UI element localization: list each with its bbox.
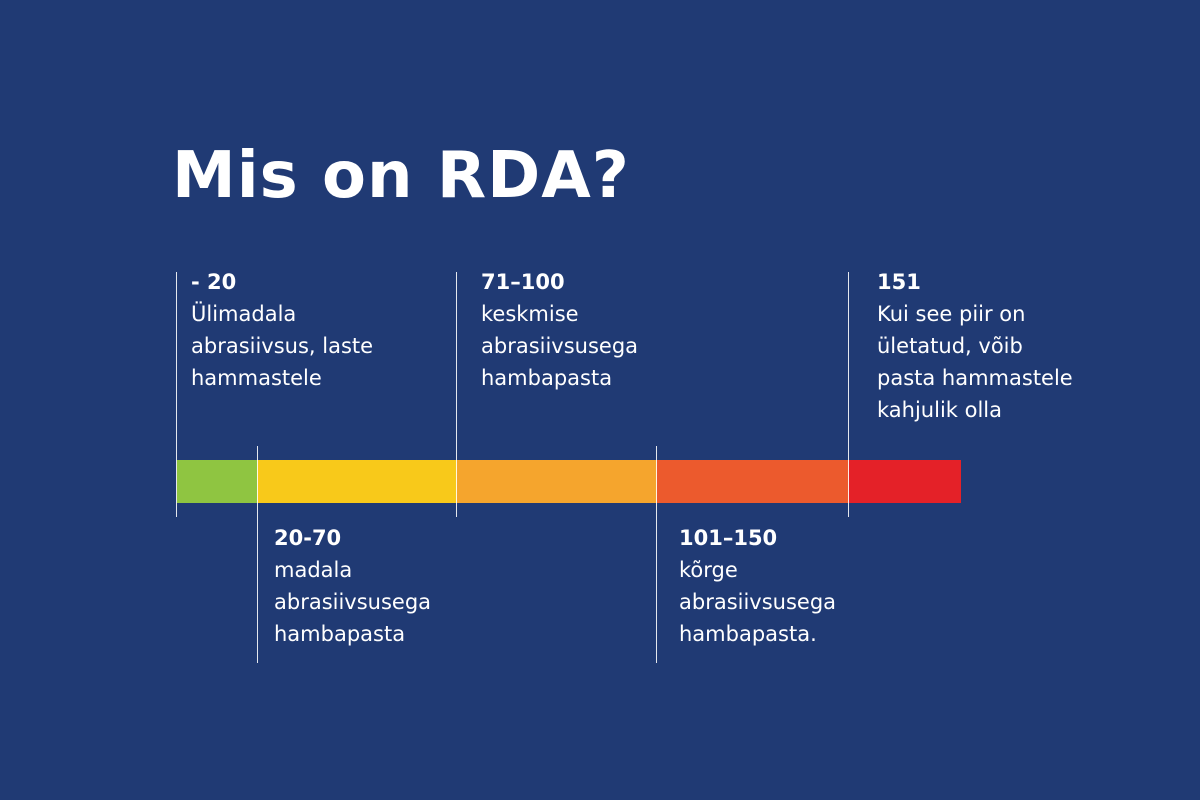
label-harmful: 151 Kui see piir on ületatud, võib pasta… xyxy=(877,266,1073,426)
desc-very-low-line1: Ülimadala xyxy=(191,302,297,326)
desc-very-low-line2: abrasiivsus, laste xyxy=(191,334,374,358)
segment-very-low xyxy=(177,460,257,503)
segment-low xyxy=(257,460,457,503)
divider-harmful xyxy=(848,272,849,517)
divider-low xyxy=(257,446,258,663)
range-very-low: - 20 xyxy=(191,270,237,294)
label-low: 20-70 madala abrasiivsusega hambapasta xyxy=(274,522,431,650)
divider-very-low xyxy=(176,272,177,517)
segment-harmful xyxy=(849,460,961,503)
page-title: Mis on RDA? xyxy=(172,139,630,213)
desc-very-low-line3: hammastele xyxy=(191,366,322,390)
segment-medium xyxy=(457,460,657,503)
label-medium: 71–100 keskmise abrasiivsusega hambapast… xyxy=(481,266,638,394)
rda-scale-bar xyxy=(177,460,961,503)
range-high: 101–150 xyxy=(679,526,778,550)
desc-high-line2: abrasiivsusega xyxy=(679,590,837,614)
desc-medium-line3: hambapasta xyxy=(481,366,613,390)
desc-medium-line1: keskmise xyxy=(481,302,579,326)
label-high: 101–150 kõrge abrasiivsusega hambapasta. xyxy=(679,522,836,650)
divider-medium xyxy=(456,272,457,517)
desc-harmful-line4: kahjulik olla xyxy=(877,398,1003,422)
desc-low-line3: hambapasta xyxy=(274,622,406,646)
desc-high-line3: hambapasta. xyxy=(679,622,817,646)
desc-high-line1: kõrge xyxy=(679,558,738,582)
desc-medium-line2: abrasiivsusega xyxy=(481,334,639,358)
label-very-low: - 20 Ülimadala abrasiivsus, laste hammas… xyxy=(191,266,373,394)
desc-harmful-line1: Kui see piir on xyxy=(877,302,1026,326)
range-harmful: 151 xyxy=(877,270,921,294)
segment-high xyxy=(657,460,849,503)
range-medium: 71–100 xyxy=(481,270,565,294)
desc-harmful-line3: pasta hammastele xyxy=(877,366,1073,390)
desc-low-line1: madala xyxy=(274,558,353,582)
desc-low-line2: abrasiivsusega xyxy=(274,590,432,614)
range-low: 20-70 xyxy=(274,526,342,550)
desc-harmful-line2: ületatud, võib xyxy=(877,334,1023,358)
divider-high xyxy=(656,446,657,663)
